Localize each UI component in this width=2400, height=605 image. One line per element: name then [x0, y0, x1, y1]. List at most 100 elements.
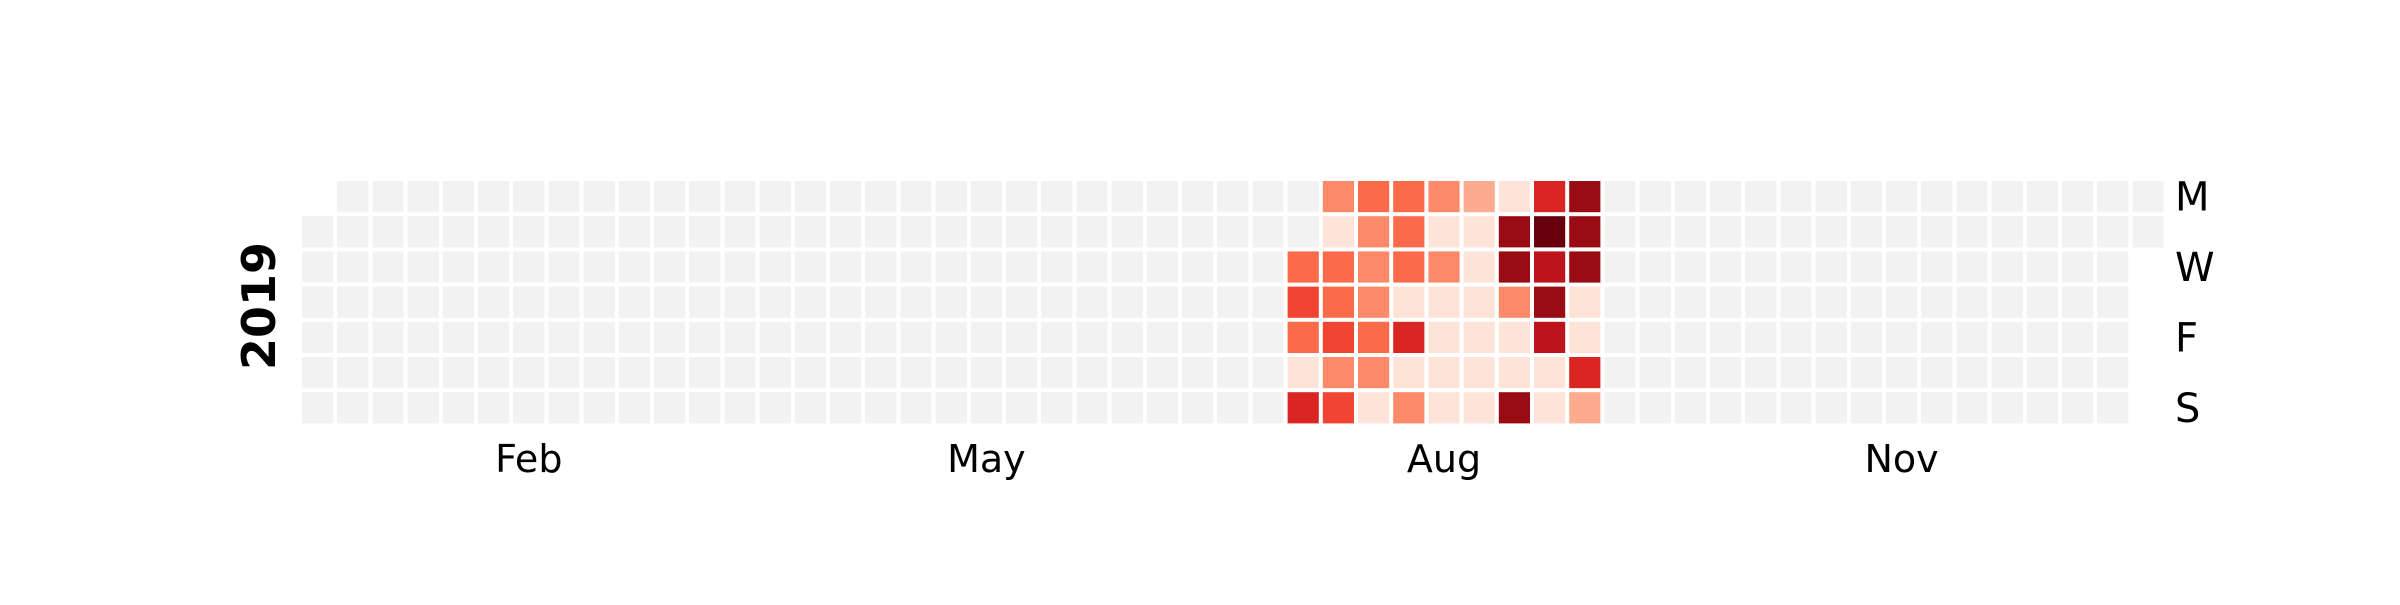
heatmap-cell-active [1358, 392, 1390, 424]
heatmap-cell-empty [372, 286, 404, 318]
heatmap-cell-active [1463, 392, 1495, 424]
heatmap-cell-empty [1710, 251, 1742, 283]
heatmap-cell-empty [442, 251, 474, 283]
heatmap-cell-empty [654, 251, 686, 283]
heatmap-cell-empty [970, 392, 1002, 424]
weekday-label: W [2175, 245, 2215, 291]
heatmap-cell-empty [724, 216, 756, 248]
heatmap-cell-empty [935, 286, 967, 318]
heatmap-cell-empty [513, 357, 545, 389]
heatmap-cell-empty [900, 181, 932, 213]
heatmap-cell-empty [478, 392, 510, 424]
heatmap-cell-empty [830, 181, 862, 213]
heatmap-cell-empty [900, 392, 932, 424]
heatmap-cell-empty [1674, 251, 1706, 283]
heatmap-cell-empty [513, 181, 545, 213]
heatmap-cell-empty [2026, 181, 2058, 213]
heatmap-cell-empty [1041, 357, 1073, 389]
heatmap-cell-empty [1041, 392, 1073, 424]
heatmap-cell-empty [1146, 286, 1178, 318]
heatmap-cell-empty [900, 321, 932, 353]
heatmap-cell-empty [407, 181, 439, 213]
heatmap-cell-empty [1041, 321, 1073, 353]
heatmap-cell-empty [1182, 286, 1214, 318]
heatmap-cell-empty [2026, 321, 2058, 353]
heatmap-cell-active [1463, 181, 1495, 213]
heatmap-cell-empty [1850, 216, 1882, 248]
heatmap-cell-active [1287, 321, 1319, 353]
heatmap-cell-active [1322, 357, 1354, 389]
heatmap-cell-empty [302, 251, 334, 283]
heatmap-cell-empty [1111, 321, 1143, 353]
heatmap-cell-empty [1956, 251, 1988, 283]
heatmap-cell-empty [337, 181, 369, 213]
heatmap-cell-empty [1850, 357, 1882, 389]
heatmap-cell-empty [1076, 357, 1108, 389]
heatmap-cell-empty [618, 216, 650, 248]
heatmap-cell-empty [372, 357, 404, 389]
heatmap-cell-empty [654, 357, 686, 389]
heatmap-cell-empty [2132, 216, 2164, 248]
heatmap-cell-empty [2026, 251, 2058, 283]
heatmap-cell-active [1498, 216, 1530, 248]
heatmap-cell-empty [1604, 321, 1636, 353]
heatmap-cell-active [1393, 286, 1425, 318]
heatmap-cell-empty [1041, 251, 1073, 283]
heatmap-cell-empty [407, 251, 439, 283]
heatmap-cell-active [1322, 321, 1354, 353]
heatmap-cell-empty [654, 321, 686, 353]
heatmap-cell-empty [794, 251, 826, 283]
heatmap-cell-active [1463, 321, 1495, 353]
heatmap-cell-active [1428, 181, 1460, 213]
heatmap-cell-active [1393, 216, 1425, 248]
heatmap-cell-empty [2097, 357, 2129, 389]
heatmap-cell-empty [689, 286, 721, 318]
heatmap-cell-empty [618, 181, 650, 213]
heatmap-cell-empty [935, 357, 967, 389]
heatmap-cell-empty [1886, 286, 1918, 318]
heatmap-cell-empty [513, 321, 545, 353]
heatmap-cell-empty [724, 357, 756, 389]
heatmap-cell-empty [1604, 392, 1636, 424]
heatmap-cell-empty [724, 286, 756, 318]
heatmap-cell-empty [442, 216, 474, 248]
heatmap-cell-empty [1639, 286, 1671, 318]
heatmap-cell-empty [654, 181, 686, 213]
heatmap-cell-empty [337, 251, 369, 283]
heatmap-cell-active [1498, 357, 1530, 389]
month-label: Nov [1865, 437, 1939, 481]
heatmap-cell-empty [830, 357, 862, 389]
heatmap-cell-empty [513, 216, 545, 248]
heatmap-cell-empty [1182, 321, 1214, 353]
heatmap-cell-empty [1639, 251, 1671, 283]
heatmap-cell-empty [583, 321, 615, 353]
heatmap-cell-empty [1745, 216, 1777, 248]
heatmap-cell-empty [1252, 216, 1284, 248]
heatmap-cell-empty [2097, 251, 2129, 283]
heatmap-cell-empty [337, 216, 369, 248]
heatmap-cell-empty [759, 286, 791, 318]
heatmap-cell-empty [970, 286, 1002, 318]
heatmap-cell-empty [759, 216, 791, 248]
heatmap-cell-empty [689, 321, 721, 353]
heatmap-cell-empty [1604, 181, 1636, 213]
heatmap-cell-active [1428, 216, 1460, 248]
heatmap-cell-empty [513, 392, 545, 424]
heatmap-cell-empty [1604, 216, 1636, 248]
heatmap-cell-empty [1991, 286, 2023, 318]
heatmap-cell-empty [2097, 392, 2129, 424]
heatmap-cell-empty [1850, 251, 1882, 283]
heatmap-cell-empty [1252, 286, 1284, 318]
heatmap-cell-empty [1146, 357, 1178, 389]
heatmap-cell-active [1534, 321, 1566, 353]
heatmap-cell-empty [2062, 181, 2094, 213]
heatmap-cell-empty [1921, 321, 1953, 353]
heatmap-cell-active [1534, 216, 1566, 248]
heatmap-cell-active [1322, 216, 1354, 248]
heatmap-cell-empty [794, 392, 826, 424]
heatmap-cell-empty [1041, 181, 1073, 213]
heatmap-cell-empty [407, 392, 439, 424]
heatmap-cell-empty [1111, 216, 1143, 248]
heatmap-cell-empty [1886, 392, 1918, 424]
